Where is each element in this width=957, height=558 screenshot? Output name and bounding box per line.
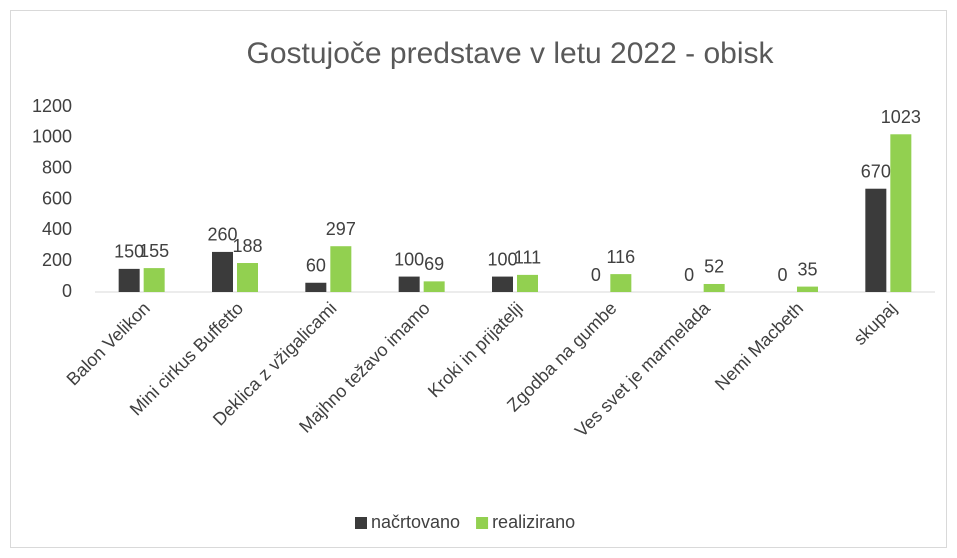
bar [865, 188, 887, 292]
data-label: 150 [114, 242, 144, 262]
bar [517, 274, 538, 292]
data-label: 188 [232, 236, 262, 256]
chart-title: Gostujoče predstave v letu 2022 - obisk [247, 37, 775, 70]
data-label: 670 [861, 161, 891, 181]
y-tick-label: 1200 [32, 96, 72, 116]
bar [797, 286, 818, 292]
y-tick-label: 800 [42, 157, 72, 177]
y-tick-label: 1000 [32, 127, 72, 147]
bar [305, 282, 327, 292]
bar [610, 274, 632, 292]
bar [143, 268, 165, 292]
legend-label: realizirano [492, 512, 575, 532]
y-tick-label: 0 [62, 281, 72, 301]
data-label: 155 [139, 241, 169, 261]
chart-border [10, 10, 947, 548]
bar [118, 268, 140, 292]
data-label: 100 [487, 249, 517, 269]
data-label: 100 [394, 249, 424, 269]
bar [890, 134, 912, 292]
data-label: 111 [514, 248, 541, 268]
bar [237, 263, 258, 292]
bar [398, 276, 420, 292]
data-label: 116 [606, 247, 635, 267]
legend-swatch [355, 517, 367, 529]
data-label: 60 [306, 256, 326, 276]
data-label: 297 [326, 219, 356, 239]
bar [212, 251, 233, 292]
legend-swatch [476, 517, 489, 529]
data-label: 0 [591, 265, 601, 285]
bar [492, 276, 513, 292]
bar [703, 283, 725, 292]
data-label: 1023 [881, 107, 921, 127]
bar [330, 246, 352, 292]
data-label: 52 [704, 257, 724, 277]
data-label: 0 [777, 265, 787, 285]
data-label: 0 [684, 265, 694, 285]
legend-label: načrtovano [371, 512, 460, 532]
data-label: 35 [797, 259, 817, 279]
y-tick-label: 200 [42, 250, 72, 270]
data-label: 69 [424, 254, 444, 274]
data-label: 260 [207, 225, 237, 245]
bar [423, 281, 445, 292]
y-tick-label: 400 [42, 219, 72, 239]
y-tick-label: 600 [42, 188, 72, 208]
